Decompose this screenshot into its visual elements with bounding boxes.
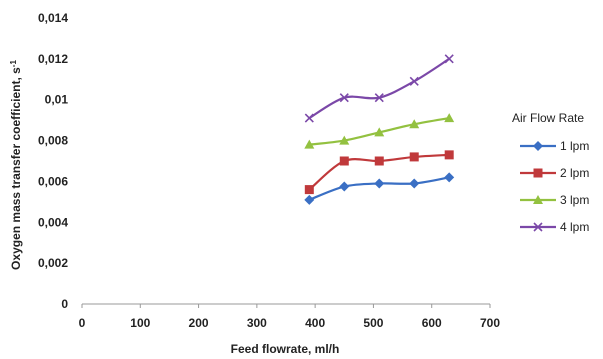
x-tick-label: 0 <box>79 316 86 330</box>
x-axis-title: Feed flowrate, ml/h <box>231 342 340 356</box>
x-axis-ticks: 0 100 200 300 400 500 600 700 <box>79 304 500 330</box>
x-tick-label: 100 <box>130 316 150 330</box>
data-point <box>444 150 454 160</box>
x-tick-label: 600 <box>422 316 442 330</box>
legend-swatch-marker <box>533 168 543 178</box>
data-point <box>409 119 420 129</box>
data-point <box>409 152 419 162</box>
legend-entry: 3 lpm <box>520 193 589 207</box>
data-point <box>374 127 385 137</box>
y-tick-label: 0,002 <box>38 256 68 270</box>
x-tick-label: 200 <box>189 316 209 330</box>
data-point <box>444 54 454 64</box>
legend: Air Flow Rate 1 lpm 2 lpm 3 lpm 4 lpm <box>512 111 589 234</box>
legend-label: 4 lpm <box>560 220 589 234</box>
data-point <box>409 178 420 189</box>
legend-label: 1 lpm <box>560 139 589 153</box>
x-tick-label: 300 <box>247 316 267 330</box>
legend-swatch-marker <box>533 195 543 204</box>
legend-title: Air Flow Rate <box>512 111 584 125</box>
y-tick-label: 0,008 <box>38 134 68 148</box>
y-tick-label: 0,01 <box>45 93 69 107</box>
y-tick-label: 0,004 <box>38 215 68 229</box>
data-point <box>304 113 314 123</box>
legend-entry: 4 lpm <box>520 220 589 234</box>
series-layer <box>304 54 455 205</box>
legend-label: 3 lpm <box>560 193 589 207</box>
y-axis-title: Oxygen mass transfer coefficient, s-1 <box>9 60 23 270</box>
legend-swatch-marker <box>533 141 543 151</box>
y-axis-title-superscript: -1 <box>9 60 18 68</box>
data-point <box>444 172 455 183</box>
y-tick-label: 0,006 <box>38 174 68 188</box>
y-axis-ticks: 0 0,002 0,004 0,006 0,008 0,01 0,012 0,014 <box>38 11 68 311</box>
series-2 <box>304 113 455 149</box>
x-tick-label: 500 <box>363 316 383 330</box>
data-point <box>374 93 384 103</box>
data-point <box>339 135 350 145</box>
y-tick-label: 0,014 <box>38 11 68 25</box>
series-0 <box>304 172 455 205</box>
y-tick-label: 0 <box>61 297 68 311</box>
x-tick-label: 400 <box>305 316 325 330</box>
series-3 <box>304 54 454 123</box>
data-point <box>374 178 385 189</box>
data-point <box>339 156 349 166</box>
legend-label: 2 lpm <box>560 166 589 180</box>
data-point <box>304 139 315 149</box>
series-1 <box>304 150 454 195</box>
series-line <box>308 57 450 120</box>
y-tick-label: 0,012 <box>38 52 68 66</box>
data-point <box>339 93 349 103</box>
data-point <box>304 194 315 205</box>
data-point <box>409 76 419 86</box>
legend-entry: 2 lpm <box>520 166 589 180</box>
x-tick-label: 700 <box>480 316 500 330</box>
data-point <box>374 156 384 166</box>
data-point <box>444 113 455 123</box>
legend-swatch-marker <box>533 222 543 232</box>
data-point <box>339 181 350 192</box>
data-point <box>304 185 314 195</box>
legend-entry: 1 lpm <box>520 139 589 153</box>
y-axis-title-main: Oxygen mass transfer coefficient, s <box>9 67 23 270</box>
